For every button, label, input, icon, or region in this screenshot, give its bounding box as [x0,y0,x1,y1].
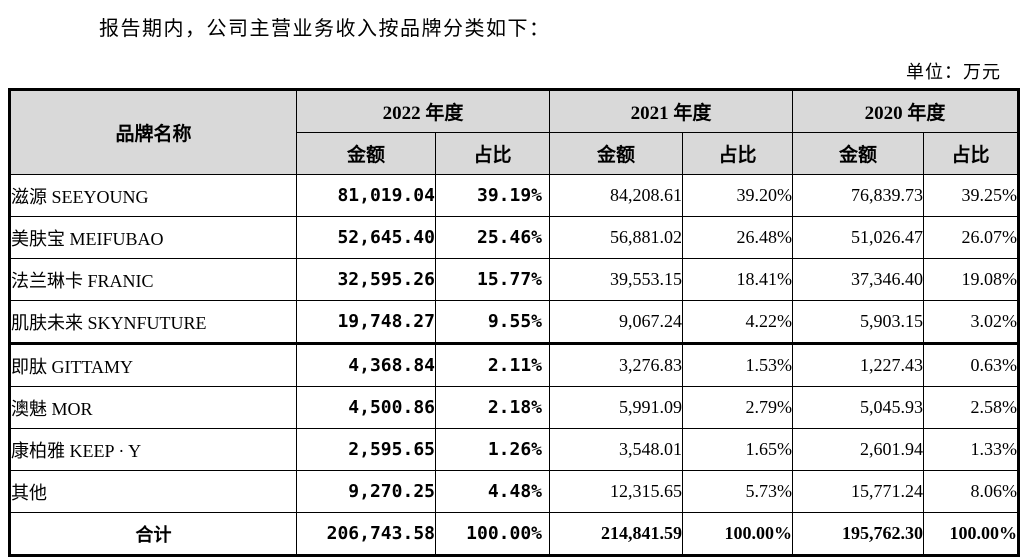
amount-cell: 56,881.02 [549,216,684,259]
pct-cell: 15.77% [434,258,551,301]
amount-cell: 51,026.47 [792,216,925,259]
amount-cell: 37,346.40 [792,258,925,301]
total-amount-cell: 214,841.59 [549,512,684,556]
amount-cell: 81,019.04 [296,174,436,217]
pct-cell: 25.46% [434,216,551,259]
amount-cell: 12,315.65 [549,470,684,513]
pct-header-2022: 占比 [434,132,551,175]
amount-header-2021: 金额 [549,132,684,175]
table-row: 澳魅 MOR 4,500.86 2.18% 5,991.09 2.79% 5,0… [9,386,1020,429]
brand-cell: 肌肤未来 SKYNFUTURE [9,300,297,345]
pct-cell: 1.33% [923,428,1020,471]
pct-cell: 3.02% [923,300,1020,345]
amount-cell: 19,748.27 [296,300,436,345]
brand-cell: 其他 [9,470,297,513]
amount-cell: 5,903.15 [792,300,925,345]
pct-cell: 2.18% [434,386,551,429]
amount-header-2022: 金额 [296,132,436,175]
amount-cell: 5,045.93 [792,386,925,429]
year-2021-header: 2021 年度 [549,89,794,133]
amount-cell: 2,595.65 [296,428,436,471]
total-pct-cell: 100.00% [682,512,794,556]
revenue-by-brand-table: 品牌名称 2022 年度 2021 年度 2020 年度 金额 占比 金额 占比… [8,88,1021,557]
pct-cell: 2.11% [434,343,551,387]
pct-cell: 0.63% [923,343,1020,387]
table-row: 美肤宝 MEIFUBAO 52,645.40 25.46% 56,881.02 … [9,216,1020,259]
pct-cell: 4.22% [682,300,794,345]
pct-cell: 19.08% [923,258,1020,301]
pct-cell: 39.20% [682,174,794,217]
year-2022-header: 2022 年度 [295,89,551,133]
pct-header-2020: 占比 [923,132,1020,175]
amount-cell: 39,553.15 [549,258,684,301]
pct-cell: 8.06% [923,470,1020,513]
total-pct-cell: 100.00% [923,512,1020,556]
brand-name-header: 品牌名称 [9,89,297,175]
amount-cell: 1,227.43 [792,343,925,387]
total-amount-cell: 206,743.58 [296,512,436,556]
pct-cell: 9.55% [434,300,551,345]
total-row: 合计 206,743.58 100.00% 214,841.59 100.00%… [9,512,1020,556]
pct-cell: 39.25% [923,174,1020,217]
pct-header-2021: 占比 [682,132,794,175]
pct-cell: 2.79% [682,386,794,429]
brand-cell: 法兰琳卡 FRANIC [9,258,297,301]
pct-cell: 18.41% [682,258,794,301]
pct-cell: 1.53% [682,343,794,387]
header-row-subcolumns: 金额 占比 金额 占比 金额 占比 [10,132,1020,175]
amount-cell: 4,500.86 [296,386,436,429]
pct-cell: 26.48% [682,216,794,259]
amount-cell: 4,368.84 [296,343,436,387]
table-row: 法兰琳卡 FRANIC 32,595.26 15.77% 39,553.15 1… [9,258,1020,301]
brand-cell: 滋源 SEEYOUNG [9,174,297,217]
amount-cell: 15,771.24 [792,470,925,513]
amount-cell: 76,839.73 [792,174,925,217]
pct-cell: 26.07% [923,216,1020,259]
total-pct-cell: 100.00% [434,512,551,556]
brand-cell: 康柏雅 KEEP · Y [9,428,297,471]
brand-cell: 即肽 GITTAMY [9,343,297,387]
amount-cell: 9,067.24 [549,300,684,345]
table-row: 即肽 GITTAMY 4,368.84 2.11% 3,276.83 1.53%… [9,343,1020,387]
amount-cell: 3,548.01 [549,428,684,471]
amount-cell: 84,208.61 [549,174,684,217]
pct-cell: 5.73% [682,470,794,513]
amount-cell: 9,270.25 [296,470,436,513]
table-row: 肌肤未来 SKYNFUTURE 19,748.27 9.55% 9,067.24… [9,300,1020,345]
brand-cell: 美肤宝 MEIFUBAO [9,216,297,259]
brand-cell: 澳魅 MOR [9,386,297,429]
total-label-cell: 合计 [9,512,297,556]
amount-cell: 3,276.83 [549,343,684,387]
table-row: 其他 9,270.25 4.48% 12,315.65 5.73% 15,771… [9,470,1020,513]
intro-text: 报告期内，公司主营业务收入按品牌分类如下： [99,18,551,40]
table-row: 康柏雅 KEEP · Y 2,595.65 1.26% 3,548.01 1.6… [9,428,1020,471]
pct-cell: 1.65% [682,428,794,471]
amount-header-2020: 金额 [792,132,925,175]
total-amount-cell: 195,762.30 [792,512,925,556]
year-2020-header: 2020 年度 [792,89,1020,133]
pct-cell: 4.48% [434,470,551,513]
amount-cell: 5,991.09 [549,386,684,429]
table-row: 滋源 SEEYOUNG 81,019.04 39.19% 84,208.61 3… [9,174,1020,217]
amount-cell: 52,645.40 [296,216,436,259]
header-row-years: 品牌名称 2022 年度 2021 年度 2020 年度 [9,89,1020,175]
amount-cell: 32,595.26 [296,258,436,301]
pct-cell: 1.26% [434,428,551,471]
amount-cell: 2,601.94 [792,428,925,471]
pct-cell: 2.58% [923,386,1020,429]
pct-cell: 39.19% [434,174,551,217]
unit-label: 单位：万元 [906,62,1001,82]
